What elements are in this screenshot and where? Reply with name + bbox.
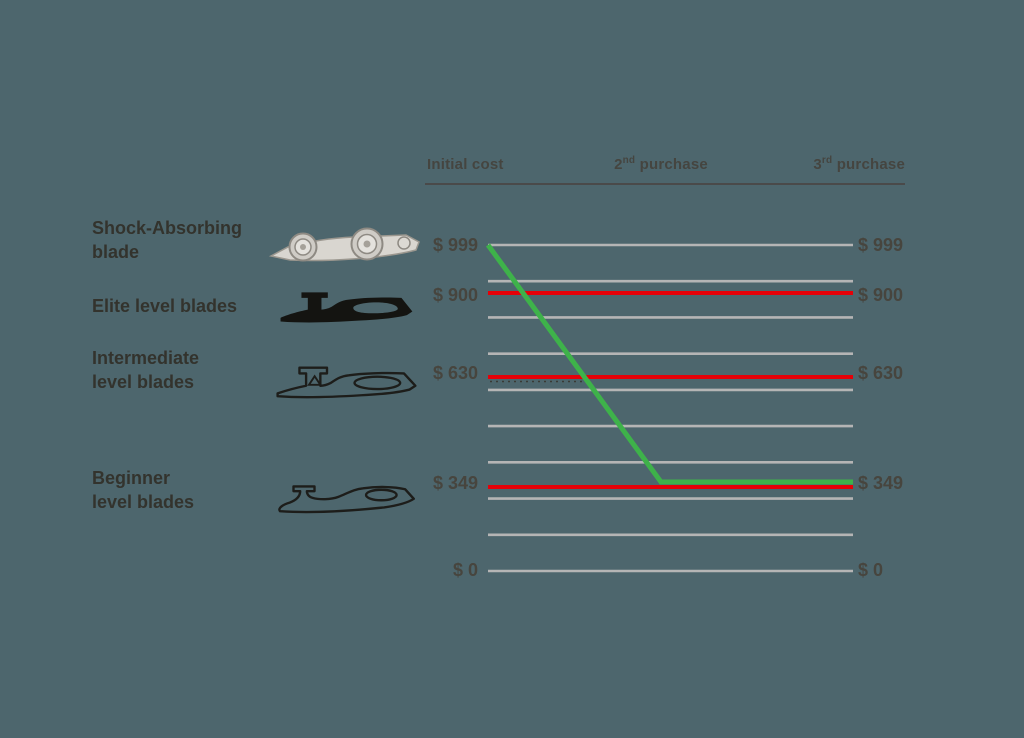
y-label-left-630: $ 630 [432,363,478,383]
y-label-left-999: $ 999 [432,235,478,255]
row-label-intermediate: Intermediate level blades [92,348,200,392]
y-label-right-630: $ 630 [858,363,904,383]
column-header-2nd-purchase: 2nd purchase [614,155,708,173]
intermediate-level-blade-icon [270,360,422,402]
y-label-right-349: $ 349 [858,473,904,493]
y-label-left-349: $ 349 [432,473,478,493]
y-label-left-900: $ 900 [432,285,478,305]
series-line-0 [485,243,853,485]
elite-level-blade-icon [270,286,422,326]
column-header-text: 3 [813,156,822,173]
shock-absorbing-blade-icon [266,220,426,270]
row-label-beginner: Beginner level blades [92,468,195,512]
beginner-level-blade-icon [266,474,426,516]
y-label-left-0: $ 0 [452,560,478,580]
header-rule [425,183,905,185]
column-header-3rd-purchase: 3rd purchase [813,155,905,173]
row-label-elite: Elite level blades [92,296,238,316]
column-header-initial-cost: Initial cost [427,155,567,173]
y-label-right-999: $ 999 [858,235,904,255]
row-label-shock-absorbing: Shock-Absorbing blade [92,218,243,262]
column-header-text: 2 [614,156,623,173]
column-header-text: Initial cost [427,156,504,173]
y-label-right-900: $ 900 [858,285,904,305]
y-label-right-0: $ 0 [858,560,884,580]
